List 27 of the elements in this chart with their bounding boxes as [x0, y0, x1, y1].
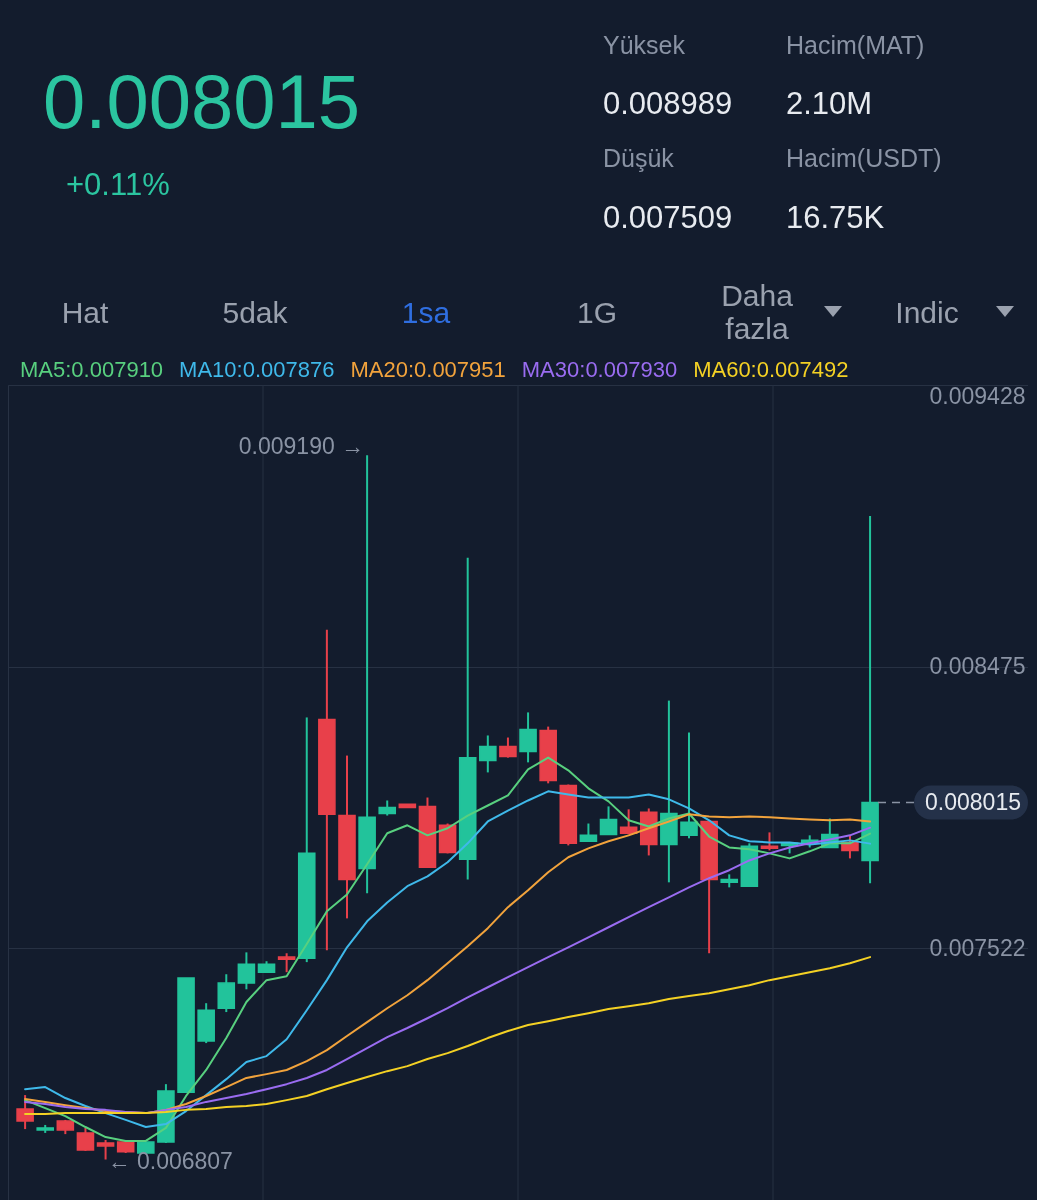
- text: MA10:0.007876: [179, 357, 335, 382]
- text: MA60:0.007492: [693, 357, 849, 382]
- annotation: 0.009190 →: [238, 433, 365, 460]
- text: Hacim(USDT): [786, 144, 942, 172]
- y-tick-label: 0.009428: [929, 382, 1026, 409]
- text: MA5:0.007910: [20, 357, 164, 382]
- text: 1sa: [401, 295, 451, 329]
- text: MA30:0.007930: [521, 357, 678, 382]
- chart-subtitle: +0.11%: [66, 167, 170, 202]
- text: Hat: [61, 295, 109, 329]
- text: 5dak: [222, 295, 288, 329]
- text: 2.10M: [786, 86, 873, 121]
- text: 0.008989: [603, 86, 733, 121]
- annotation: ← 0.006807: [107, 1147, 233, 1174]
- text: 0.007509: [603, 200, 733, 235]
- y-tick-label: 0.008475: [929, 653, 1026, 680]
- text: Daha fazla: [720, 279, 794, 345]
- text: Düşük: [603, 144, 674, 172]
- text: Hacim(MAT): [786, 31, 925, 59]
- text: 1G: [576, 295, 618, 329]
- text: Yüksek: [603, 31, 685, 59]
- text: Indic: [895, 295, 959, 329]
- text: MA20:0.007951: [350, 357, 506, 382]
- y-tick-label: 0.007522: [929, 934, 1026, 961]
- chart-title: 0.008015: [43, 59, 360, 144]
- ref-line-label: 0.008015: [925, 788, 1021, 815]
- text: 16.75K: [786, 200, 885, 235]
